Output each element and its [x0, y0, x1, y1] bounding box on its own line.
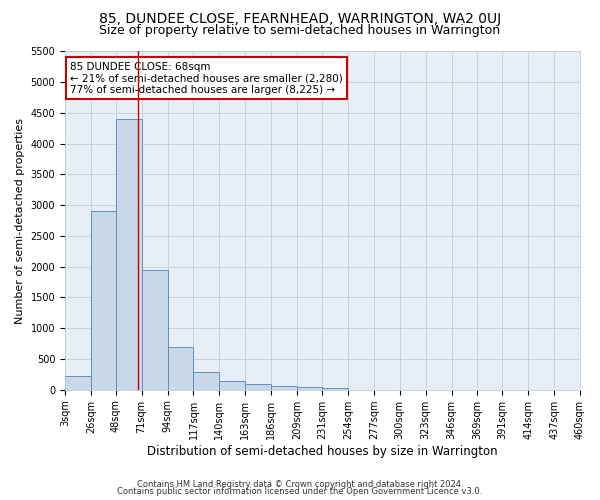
- Text: 85, DUNDEE CLOSE, FEARNHEAD, WARRINGTON, WA2 0UJ: 85, DUNDEE CLOSE, FEARNHEAD, WARRINGTON,…: [99, 12, 501, 26]
- X-axis label: Distribution of semi-detached houses by size in Warrington: Distribution of semi-detached houses by …: [147, 444, 498, 458]
- Bar: [116, 119, 142, 390]
- Bar: [167, 346, 193, 390]
- Text: Contains HM Land Registry data © Crown copyright and database right 2024.: Contains HM Land Registry data © Crown c…: [137, 480, 463, 489]
- Bar: [245, 384, 271, 390]
- Y-axis label: Number of semi-detached properties: Number of semi-detached properties: [15, 118, 25, 324]
- Bar: [142, 270, 167, 390]
- Bar: [322, 388, 348, 390]
- Bar: [297, 386, 322, 390]
- Text: Contains public sector information licensed under the Open Government Licence v3: Contains public sector information licen…: [118, 488, 482, 496]
- Bar: [65, 376, 91, 390]
- Bar: [193, 372, 220, 390]
- Bar: [91, 212, 116, 390]
- Bar: [220, 381, 245, 390]
- Bar: [271, 386, 297, 390]
- Text: Size of property relative to semi-detached houses in Warrington: Size of property relative to semi-detach…: [100, 24, 500, 37]
- Text: 85 DUNDEE CLOSE: 68sqm
← 21% of semi-detached houses are smaller (2,280)
77% of : 85 DUNDEE CLOSE: 68sqm ← 21% of semi-det…: [70, 62, 343, 95]
